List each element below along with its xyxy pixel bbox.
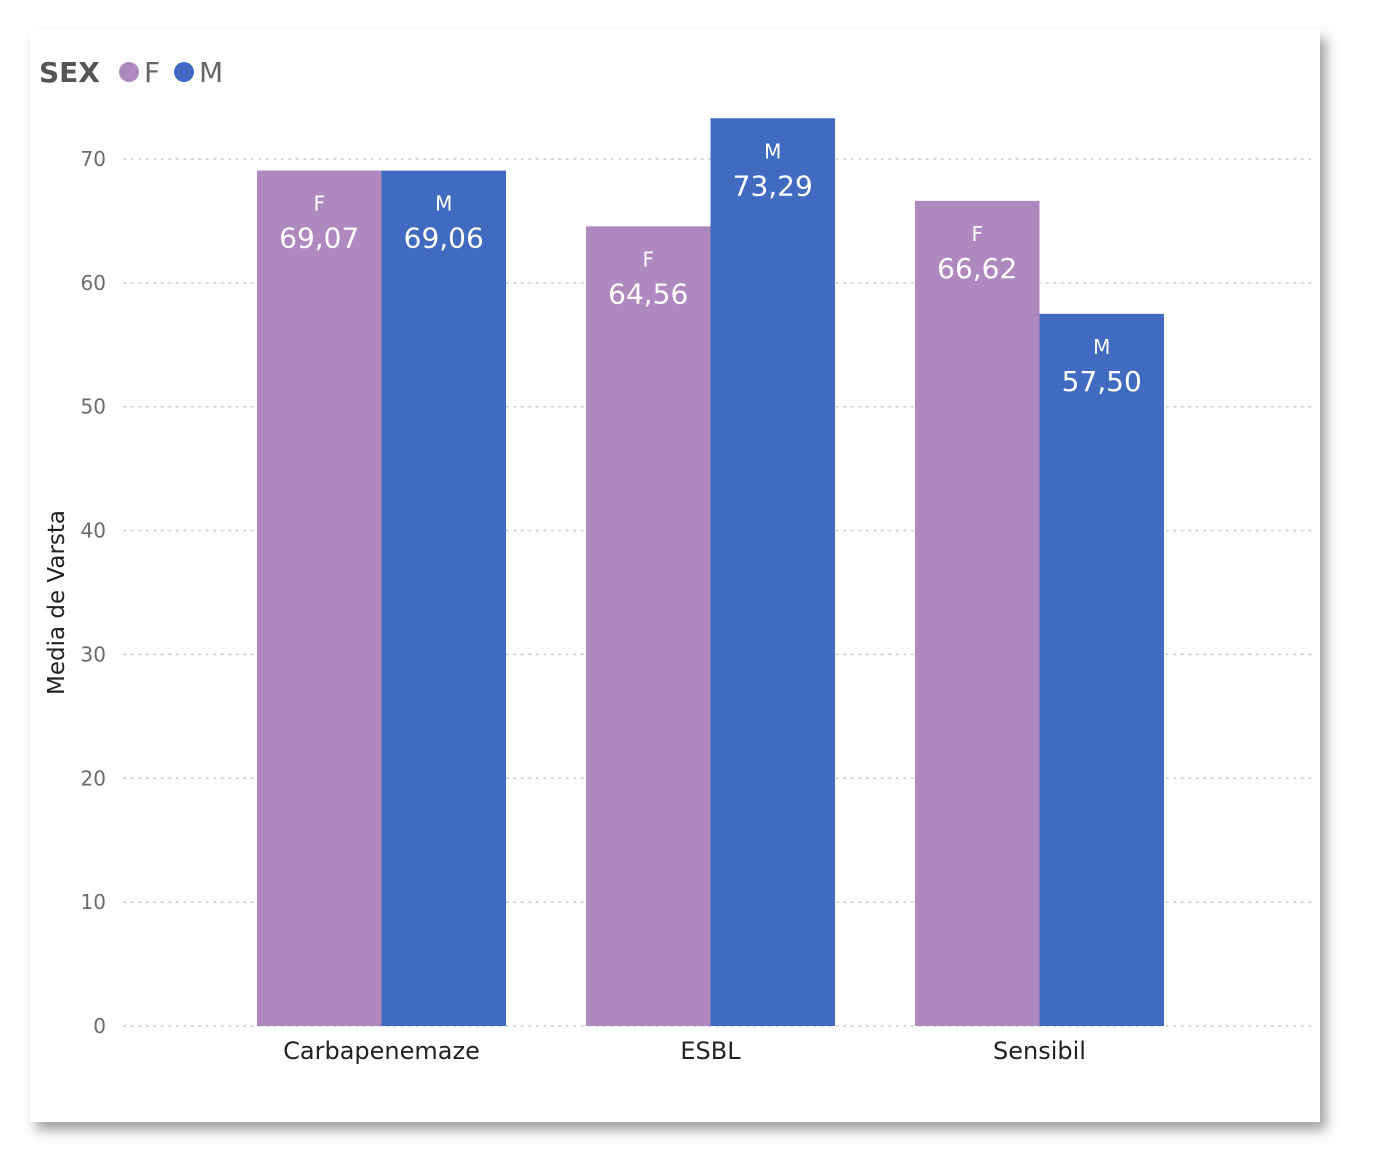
bar-value-label-sensibil-f: 66,62 <box>937 252 1017 285</box>
bar-value-label-carbapenemaze-f: 69,07 <box>279 222 359 255</box>
bar-series-label-sensibil-f: F <box>971 222 983 246</box>
bar-group-carbapenemaze-m[interactable]: M 69,06 <box>381 170 507 1026</box>
bars[interactable]: F 69,07 M 69,06 F 64,56 M 73,29 F 66,62 M 57,50 <box>257 118 1165 1027</box>
bar-group-carbapenemaze-f[interactable]: F 69,07 <box>257 170 382 1027</box>
x-axis-categories: Carbapenemaze ESBL Sensibil <box>283 1037 1086 1065</box>
bar-group-esbl-m[interactable]: M 73,29 <box>710 118 836 1027</box>
legend-title: SEX <box>39 56 100 89</box>
x-category-label-esbl: ESBL <box>680 1037 741 1065</box>
y-axis-title: Media de Varsta <box>44 510 70 695</box>
y-tick-label-10: 10 <box>81 890 106 914</box>
bar-sensibil-m[interactable] <box>1039 313 1165 1027</box>
bar-group-sensibil-m[interactable]: M 57,50 <box>1039 313 1165 1027</box>
bar-series-label-esbl-m: M <box>764 139 781 163</box>
legend-label-m: M <box>199 56 223 89</box>
bar-esbl-f[interactable] <box>586 226 711 1026</box>
y-tick-label-60: 60 <box>81 271 106 295</box>
bar-series-label-carbapenemaze-f: F <box>313 192 325 216</box>
y-tick-label-30: 30 <box>81 642 106 666</box>
legend-marker-m <box>174 62 194 82</box>
bar-series-label-sensibil-m: M <box>1093 335 1110 359</box>
bar-carbapenemaze-m[interactable] <box>381 170 507 1026</box>
bar-value-label-sensibil-m: 57,50 <box>1062 365 1142 398</box>
chart-card: SEX F M 0 10 20 30 40 50 60 70 Media de Varsta F 6… <box>30 30 1320 1122</box>
bar-chart: SEX F M 0 10 20 30 40 50 60 70 Media de Varsta F 6… <box>39 56 1313 1065</box>
legend-marker-f <box>119 62 139 82</box>
legend[interactable]: SEX F M <box>39 56 223 89</box>
x-category-label-carbapenemaze: Carbapenemaze <box>283 1037 480 1065</box>
bar-series-label-carbapenemaze-m: M <box>435 192 452 216</box>
bar-sensibil-f[interactable] <box>915 200 1040 1026</box>
bar-value-label-esbl-m: 73,29 <box>733 169 813 202</box>
legend-item-f[interactable]: F <box>119 56 160 89</box>
legend-label-f: F <box>144 56 160 89</box>
bar-group-sensibil-f[interactable]: F 66,62 <box>915 200 1040 1026</box>
x-category-label-sensibil: Sensibil <box>993 1037 1086 1065</box>
y-axis-ticks: 0 10 20 30 40 50 60 70 <box>81 147 106 1038</box>
bar-carbapenemaze-f[interactable] <box>257 170 382 1027</box>
legend-item-m[interactable]: M <box>174 56 223 89</box>
bar-value-label-carbapenemaze-m: 69,06 <box>404 222 484 255</box>
bar-group-esbl-f[interactable]: F 64,56 <box>586 226 711 1026</box>
y-tick-label-0: 0 <box>93 1014 106 1038</box>
bar-esbl-m[interactable] <box>710 118 836 1027</box>
y-tick-label-70: 70 <box>81 147 106 171</box>
y-tick-label-40: 40 <box>81 519 106 543</box>
y-tick-label-20: 20 <box>81 766 106 790</box>
bar-series-label-esbl-f: F <box>642 247 654 271</box>
bar-value-label-esbl-f: 64,56 <box>608 277 688 310</box>
y-tick-label-50: 50 <box>81 395 106 419</box>
